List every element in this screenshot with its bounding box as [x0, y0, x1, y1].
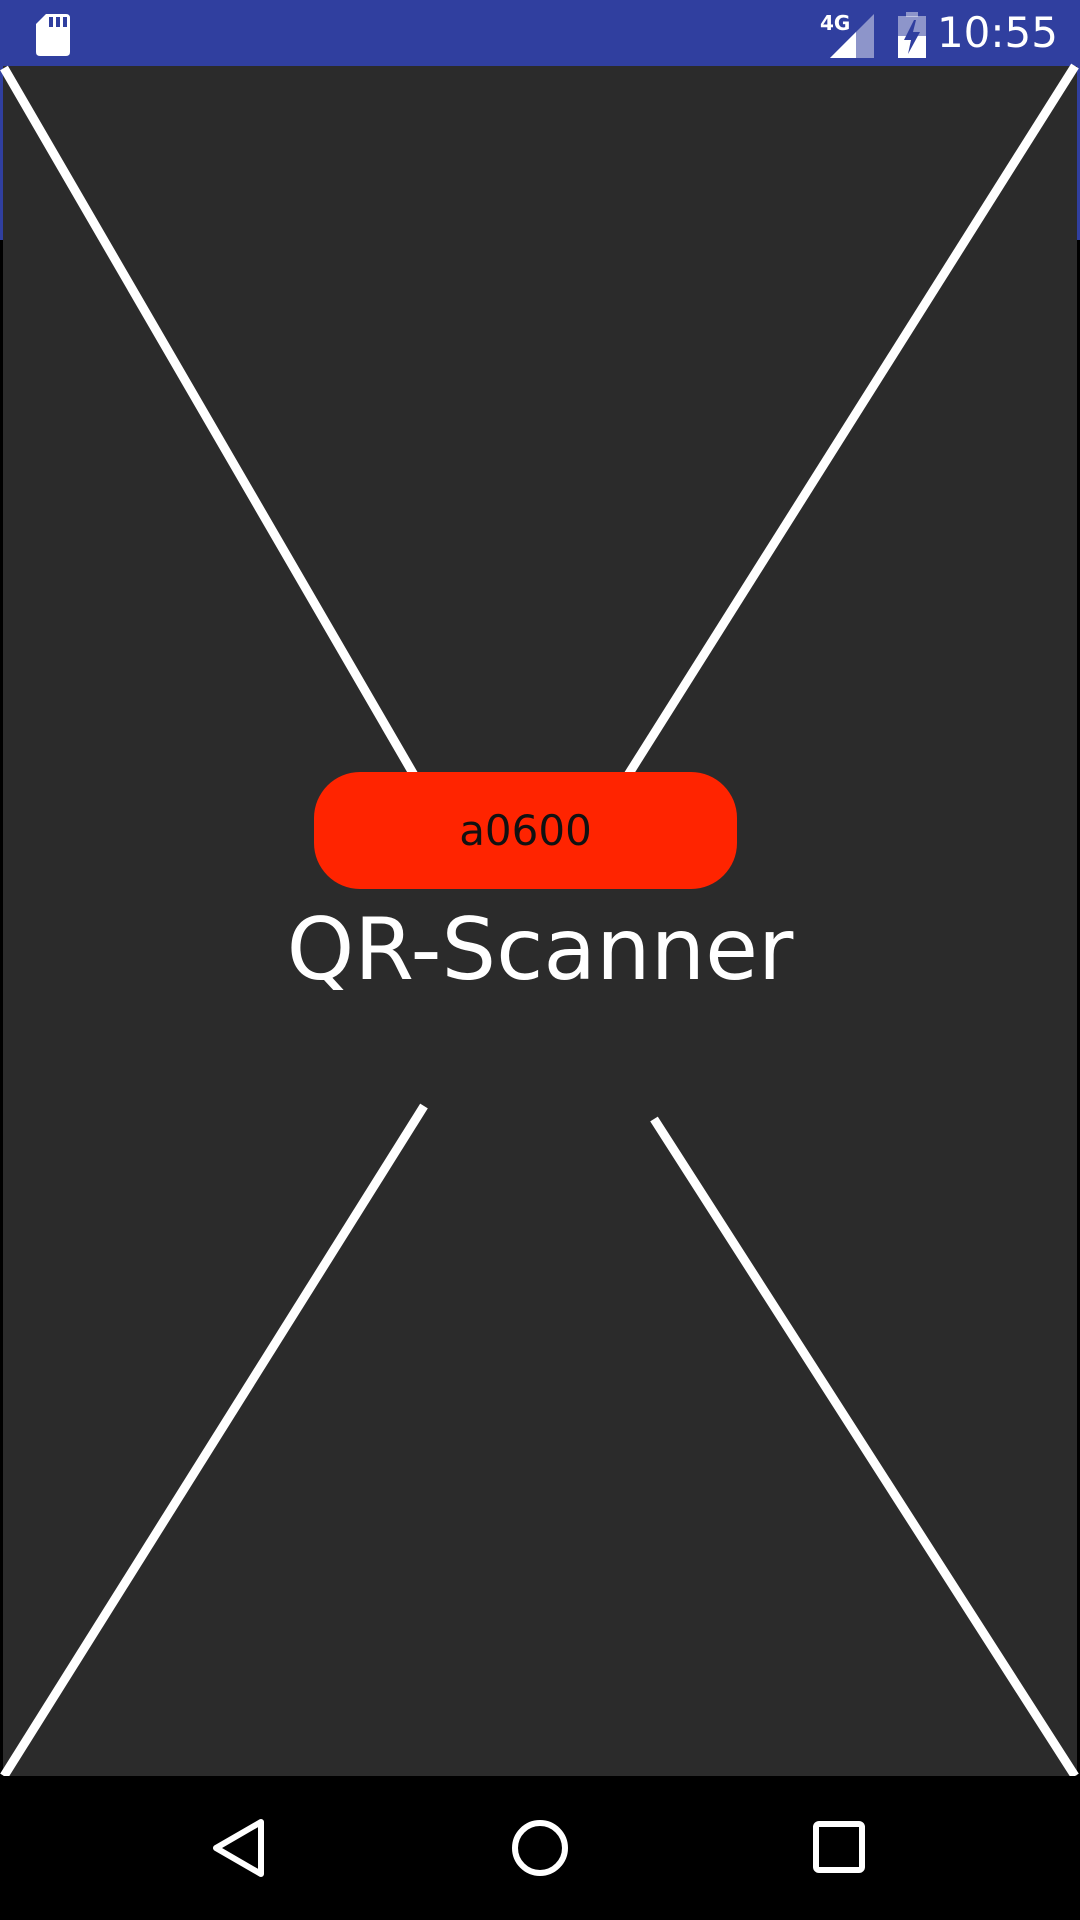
status-time: 10:55: [936, 8, 1058, 57]
scan-code-button[interactable]: a0600: [314, 772, 737, 889]
recent-apps-icon[interactable]: [798, 1806, 882, 1890]
sd-card-icon: [36, 14, 70, 56]
app-title: QR-Scanner: [286, 900, 794, 1000]
status-bar: 4G 10:55: [0, 0, 1080, 66]
battery-charging-icon: [898, 12, 926, 58]
back-icon[interactable]: [199, 1806, 283, 1890]
home-icon[interactable]: [498, 1806, 582, 1890]
cellular-signal-icon: 4G: [820, 12, 874, 58]
network-type-label: 4G: [820, 12, 850, 35]
navigation-bar: [0, 1776, 1080, 1920]
